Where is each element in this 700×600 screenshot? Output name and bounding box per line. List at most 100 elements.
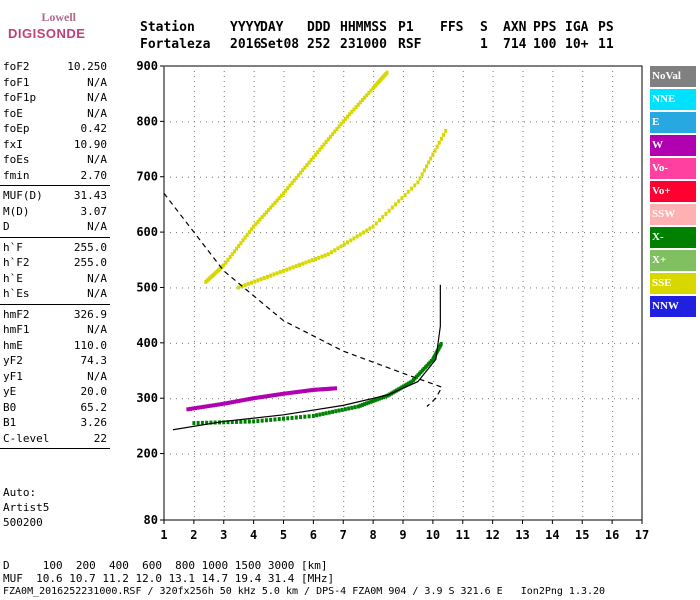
grid-dot xyxy=(642,516,643,517)
grid-dot xyxy=(218,342,219,344)
grid-dot xyxy=(464,287,465,289)
grid-dot xyxy=(642,96,643,97)
grid-dot xyxy=(313,176,315,177)
grid-dot xyxy=(193,71,195,72)
grid-dot xyxy=(350,398,351,400)
grid-dot xyxy=(206,66,207,67)
grid-dot xyxy=(642,361,643,362)
grid-dot xyxy=(313,211,315,212)
echo-point-x- xyxy=(363,402,367,407)
grid-dot xyxy=(266,520,267,521)
grid-dot xyxy=(642,461,643,462)
grid-dot xyxy=(462,101,464,102)
echo-point-sse xyxy=(418,176,422,181)
param-separator xyxy=(0,303,110,305)
grid-dot xyxy=(313,376,315,377)
grid-dot xyxy=(582,471,584,472)
grid-dot xyxy=(193,396,195,397)
grid-dot xyxy=(164,326,165,327)
grid-dot xyxy=(253,286,255,287)
echo-point-x- xyxy=(239,419,243,424)
grid-dot xyxy=(403,361,404,362)
grid-dot xyxy=(642,86,643,87)
grid-dot xyxy=(432,506,434,507)
grid-dot xyxy=(164,471,165,472)
grid-dot xyxy=(212,342,213,344)
grid-dot xyxy=(313,91,315,92)
echo-point-sse xyxy=(326,252,330,257)
grid-dot xyxy=(492,361,494,362)
echo-point-sse xyxy=(314,152,318,157)
grid-dot xyxy=(398,520,399,521)
grid-dot xyxy=(434,287,435,289)
grid-dot xyxy=(522,116,524,117)
grid-dot xyxy=(602,66,603,67)
grid-dot xyxy=(313,501,315,502)
grid-dot xyxy=(283,456,285,457)
grid-dot xyxy=(542,176,543,178)
grid-dot xyxy=(548,398,549,400)
grid-dot xyxy=(223,431,225,432)
grid-dot xyxy=(343,366,345,367)
param-row: foEs N/A xyxy=(3,153,107,167)
echo-point-sse xyxy=(301,168,305,173)
grid-dot xyxy=(164,181,165,182)
grid-dot xyxy=(492,301,494,302)
grid-dot xyxy=(284,232,285,234)
grid-dot xyxy=(223,456,225,457)
grid-dot xyxy=(462,176,464,177)
grid-dot xyxy=(500,398,501,400)
grid-dot xyxy=(200,453,201,455)
grid-dot xyxy=(373,91,375,92)
grid-dot xyxy=(642,301,643,302)
echo-point-sse xyxy=(427,160,431,165)
grid-dot xyxy=(462,451,464,452)
grid-dot xyxy=(462,116,464,117)
grid-dot xyxy=(584,520,585,521)
header-value-9: 100 xyxy=(533,37,557,52)
grid-dot xyxy=(403,451,404,452)
grid-dot xyxy=(638,342,639,344)
grid-dot xyxy=(313,451,315,452)
grid-dot xyxy=(193,181,195,182)
grid-dot xyxy=(524,520,525,521)
grid-dot xyxy=(476,453,477,455)
grid-dot xyxy=(164,381,165,382)
grid-dot xyxy=(164,171,165,172)
grid-dot xyxy=(164,106,165,107)
header-label-1: YYYY xyxy=(230,20,262,35)
grid-dot xyxy=(164,251,165,252)
grid-dot xyxy=(253,341,255,342)
param-row: hmF2 326.9 xyxy=(3,308,107,322)
grid-dot xyxy=(253,186,255,187)
grid-dot xyxy=(482,121,483,123)
param-key: B0 xyxy=(3,400,17,414)
param-value: 110.0 xyxy=(73,338,107,352)
grid-dot xyxy=(452,520,453,521)
grid-dot xyxy=(283,131,285,132)
grid-dot xyxy=(170,176,171,178)
grid-dot xyxy=(620,342,621,344)
grid-dot xyxy=(343,146,345,147)
grid-dot xyxy=(642,111,643,112)
header-label-2: DAY xyxy=(260,20,284,35)
echo-point-x- xyxy=(243,419,247,424)
grid-dot xyxy=(164,231,165,232)
grid-dot xyxy=(373,436,375,437)
grid-dot xyxy=(176,342,177,344)
grid-dot xyxy=(253,236,255,237)
param-row: hmF1 N/A xyxy=(3,323,107,337)
grid-dot xyxy=(373,451,375,452)
grid-dot xyxy=(373,466,375,467)
echo-point-w xyxy=(186,407,190,412)
grid-dot xyxy=(253,311,255,312)
grid-dot xyxy=(313,106,315,107)
grid-dot xyxy=(642,66,643,67)
grid-dot xyxy=(552,326,554,327)
grid-dot xyxy=(403,271,404,272)
grid-dot xyxy=(338,121,339,123)
grid-dot xyxy=(642,491,643,492)
echo-point-x- xyxy=(226,420,230,425)
grid-dot xyxy=(552,451,554,452)
grid-dot xyxy=(164,226,165,227)
